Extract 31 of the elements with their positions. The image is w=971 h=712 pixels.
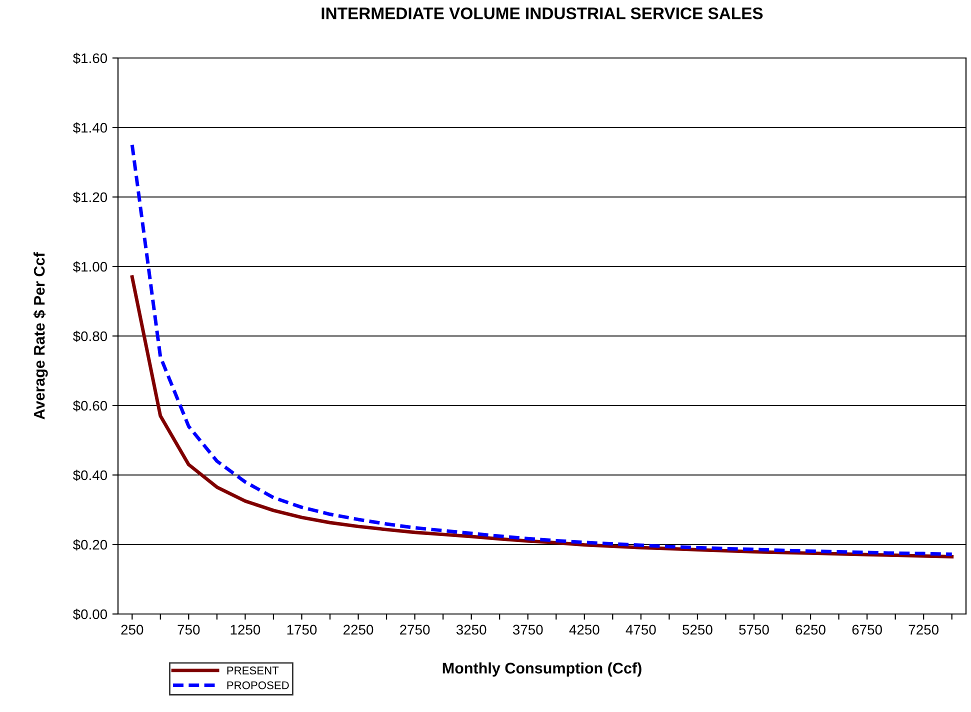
x-tick-label: 1750	[287, 624, 317, 635]
x-tick-label: 250	[121, 624, 144, 635]
x-tick-label: 5750	[739, 624, 769, 635]
x-tick-label: 2250	[344, 624, 374, 635]
y-tick-label: $1.60	[72, 52, 108, 64]
x-tick-label: 3750	[512, 624, 543, 635]
y-tick-label: $0.60	[72, 400, 108, 412]
y-tick-label: $0.40	[72, 470, 108, 481]
legend-label: PRESENT	[227, 666, 279, 674]
x-tick-label: 6250	[796, 624, 826, 635]
y-tick-label: $0.20	[72, 539, 108, 550]
x-tick-label: 2750	[400, 624, 430, 635]
x-axis-title: Monthly Consumption (Ccf)	[442, 662, 642, 677]
x-tick-label: 6750	[852, 624, 882, 635]
y-tick-label: $1.40	[72, 122, 108, 134]
legend-label: PROPOSED	[227, 681, 289, 690]
x-tick-label: 1250	[230, 624, 260, 635]
x-tick-label: 4750	[626, 624, 656, 635]
x-tick-label: 3250	[456, 624, 486, 635]
y-tick-label: $0.80	[72, 330, 108, 342]
y-tick-label: $1.00	[72, 261, 108, 272]
y-tick-label: $1.20	[72, 192, 108, 203]
chart-title: INTERMEDIATE VOLUME INDUSTRIAL SERVICE SALES	[322, 7, 763, 20]
y-tick-label: $0.00	[72, 608, 108, 620]
x-tick-label: 750	[178, 624, 200, 635]
y-axis-title: Average Rate $ Per Ccf	[33, 252, 48, 420]
line-series	[130, 275, 954, 558]
x-tick-label: 5250	[682, 624, 712, 635]
x-tick-label: 7250	[908, 624, 939, 635]
x-tick-label: 4250	[569, 624, 600, 635]
line-series	[130, 143, 954, 556]
